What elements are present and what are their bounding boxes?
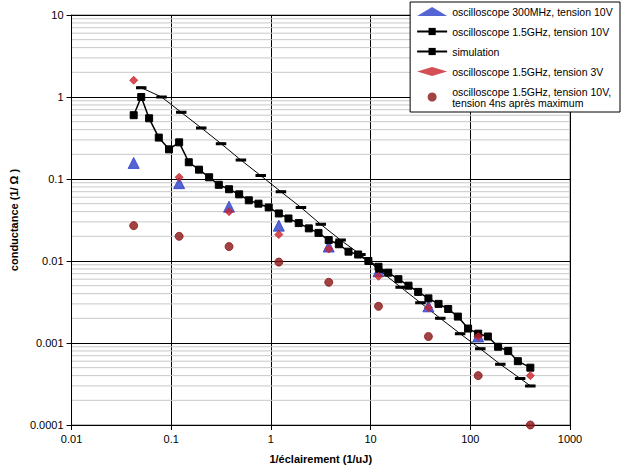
svg-text:1000: 1000: [558, 433, 582, 445]
svg-text:oscilloscope 300MHz, tension 1: oscilloscope 300MHz, tension 10V: [452, 6, 613, 18]
svg-text:0.01: 0.01: [42, 255, 63, 267]
svg-text:oscilloscope 1.5GHz, tension 1: oscilloscope 1.5GHz, tension 10V,: [452, 85, 614, 98]
svg-text:1/éclairement (1/uJ): 1/éclairement (1/uJ): [269, 453, 372, 465]
svg-text:0.0001: 0.0001: [30, 419, 64, 431]
svg-text:0.001: 0.001: [36, 337, 64, 349]
svg-text:0.01: 0.01: [61, 433, 82, 445]
svg-text:10: 10: [51, 9, 63, 21]
svg-text:simulation: simulation: [452, 46, 499, 58]
svg-text:100: 100: [461, 433, 479, 445]
svg-text:1: 1: [57, 91, 63, 103]
svg-text:tension 4ns après maximum: tension 4ns après maximum: [452, 97, 584, 109]
svg-text:oscilloscope 1.5GHz, tension 3: oscilloscope 1.5GHz, tension 3V: [452, 66, 603, 78]
svg-text:0.1: 0.1: [164, 433, 179, 445]
svg-text:10: 10: [364, 433, 376, 445]
svg-text:0.1: 0.1: [48, 173, 63, 185]
svg-text:oscilloscope 1.5GHz, tension 1: oscilloscope 1.5GHz, tension 10V: [452, 26, 609, 38]
svg-text:conductance (1/ Ω ): conductance (1/ Ω ): [8, 168, 20, 271]
svg-text:1: 1: [268, 433, 274, 445]
